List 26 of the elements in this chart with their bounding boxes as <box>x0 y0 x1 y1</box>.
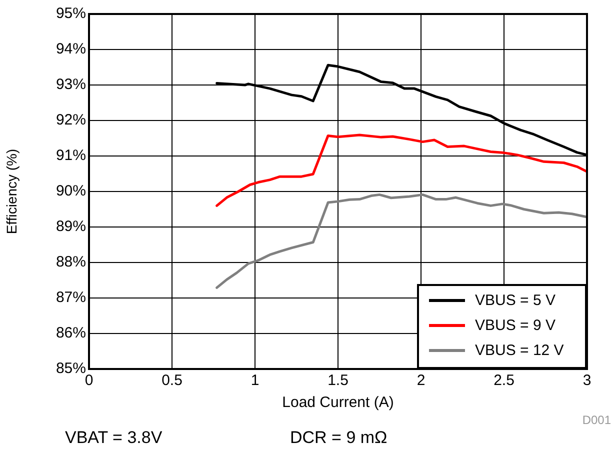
y-tick-label: 92% <box>56 112 86 129</box>
x-axis-title: Load Current (A) <box>282 394 394 412</box>
y-tick-label: 90% <box>56 182 86 200</box>
y-tick-label: 86% <box>56 324 86 342</box>
y-tick-label: 88% <box>56 254 86 271</box>
text: DCR = 9 mΩ <box>290 428 388 448</box>
x-tick-label: 2 <box>416 372 426 390</box>
y-axis-title: Efficiency (%) <box>3 148 20 234</box>
y-tick-label: 85% <box>56 360 86 378</box>
y-tick-label: 94% <box>56 40 86 58</box>
text: D001 <box>582 413 611 427</box>
y-tick-label: 87% <box>56 289 86 306</box>
legend-label: VBUS = 9 V <box>475 317 556 334</box>
y-tick-label: 95% <box>56 5 86 22</box>
x-tick-label: 0.5 <box>162 372 182 390</box>
x-tick-label: 1 <box>250 372 260 390</box>
text: VBAT = 3.8V <box>65 428 162 448</box>
x-tick-label: 0 <box>84 372 94 390</box>
y-tick-label: 91% <box>56 147 86 164</box>
legend-label: VBUS = 12 V <box>475 342 564 359</box>
x-tick-label: 2.5 <box>494 372 514 390</box>
y-tick-label: 89% <box>56 218 86 236</box>
legend-label: VBUS = 5 V <box>475 292 556 309</box>
x-tick-label: 1.5 <box>328 372 348 390</box>
x-tick-label: 3 <box>582 372 592 390</box>
y-tick-label: 93% <box>56 76 86 94</box>
